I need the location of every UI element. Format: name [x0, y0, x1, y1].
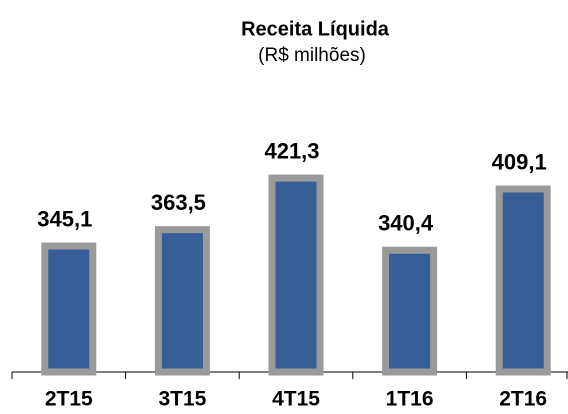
chart-subtitle: (R$ milhões)	[258, 45, 366, 66]
bar	[41, 242, 97, 376]
x-tick-label: 2T15	[45, 388, 93, 411]
bar	[495, 185, 551, 376]
value-label: 409,1	[492, 149, 547, 174]
x-tick-label: 3T15	[158, 388, 206, 411]
bar	[382, 246, 438, 376]
x-tick-label: 1T16	[386, 388, 434, 411]
value-label: 363,5	[151, 190, 206, 215]
bar	[154, 226, 210, 376]
x-tick-label: 4T15	[272, 388, 320, 411]
value-label: 340,4	[378, 211, 434, 236]
x-tick-label: 2T16	[499, 388, 547, 411]
chart-title: Receita Líquida	[241, 18, 390, 40]
bar	[268, 174, 324, 376]
value-label: 345,1	[37, 206, 92, 231]
value-label: 421,3	[264, 138, 319, 163]
